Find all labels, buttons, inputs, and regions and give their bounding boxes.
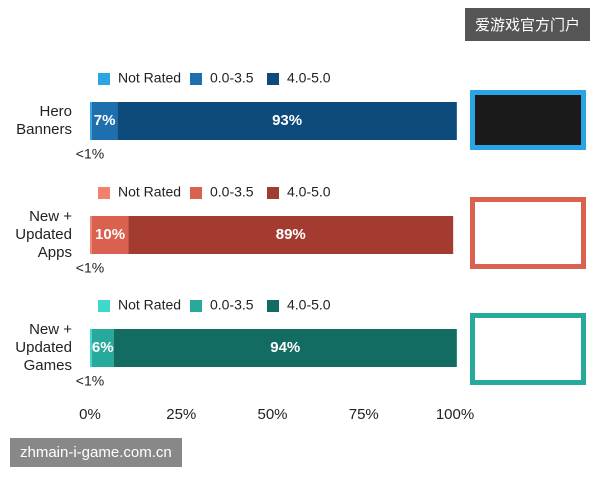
value-label: 6% bbox=[92, 339, 114, 356]
bar-segment bbox=[90, 216, 92, 254]
legend-swatch bbox=[267, 300, 279, 312]
legend-swatch bbox=[190, 73, 202, 85]
thumbnails bbox=[470, 90, 586, 385]
value-label: 7% bbox=[94, 112, 116, 129]
legend-label: 0.0-3.5 bbox=[210, 184, 254, 200]
value-label: 89% bbox=[276, 226, 306, 243]
watermark: 爱游戏官方门户 bbox=[464, 8, 590, 41]
value-label: <1% bbox=[76, 260, 104, 276]
bar-segment bbox=[91, 216, 129, 254]
value-label: <1% bbox=[76, 373, 104, 389]
legend-label: 4.0-5.0 bbox=[287, 297, 331, 313]
bar-segment bbox=[91, 329, 114, 367]
bar-segment bbox=[113, 329, 457, 367]
legend-label: 0.0-3.5 bbox=[210, 70, 254, 86]
thumbnail bbox=[475, 318, 581, 380]
legend-label: Not Rated bbox=[118, 184, 181, 200]
legend-swatch bbox=[98, 73, 110, 85]
x-tick-label: 0% bbox=[79, 406, 101, 423]
legend-swatch bbox=[98, 187, 110, 199]
category-label: Hero Banners bbox=[16, 103, 72, 138]
legend-label: Not Rated bbox=[118, 70, 181, 86]
x-tick-label: 50% bbox=[257, 406, 287, 423]
legend-swatch bbox=[190, 187, 202, 199]
legend-label: Not Rated bbox=[118, 297, 181, 313]
value-label: 94% bbox=[270, 339, 300, 356]
x-tick-label: 75% bbox=[349, 406, 379, 423]
bar-segment bbox=[128, 216, 454, 254]
legend-swatch bbox=[267, 73, 279, 85]
thumbnail bbox=[475, 202, 581, 264]
category-label: New + Updated Apps bbox=[15, 208, 72, 261]
x-tick-label: 25% bbox=[166, 406, 196, 423]
value-label: <1% bbox=[76, 146, 104, 162]
thumbnail bbox=[475, 95, 581, 145]
bar-segment bbox=[90, 329, 92, 367]
legend-swatch bbox=[267, 187, 279, 199]
bar-segment bbox=[117, 102, 457, 140]
value-label: 93% bbox=[272, 112, 302, 129]
value-label: 10% bbox=[95, 226, 125, 243]
legend-label: 4.0-5.0 bbox=[287, 70, 331, 86]
legend-swatch bbox=[190, 300, 202, 312]
bar-segment bbox=[91, 102, 118, 140]
x-tick-label: 100% bbox=[436, 406, 474, 423]
legend-label: 4.0-5.0 bbox=[287, 184, 331, 200]
category-label: New + Updated Games bbox=[15, 321, 72, 374]
legend-swatch bbox=[98, 300, 110, 312]
watermark: zhmain-i-game.com.cn bbox=[10, 438, 182, 467]
bar-segment bbox=[90, 102, 92, 140]
legend-label: 0.0-3.5 bbox=[210, 297, 254, 313]
